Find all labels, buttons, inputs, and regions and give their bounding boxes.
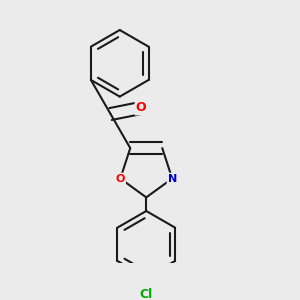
Text: Cl: Cl	[140, 288, 153, 300]
Text: N: N	[167, 174, 177, 184]
Text: O: O	[136, 101, 146, 115]
Text: O: O	[116, 174, 125, 184]
